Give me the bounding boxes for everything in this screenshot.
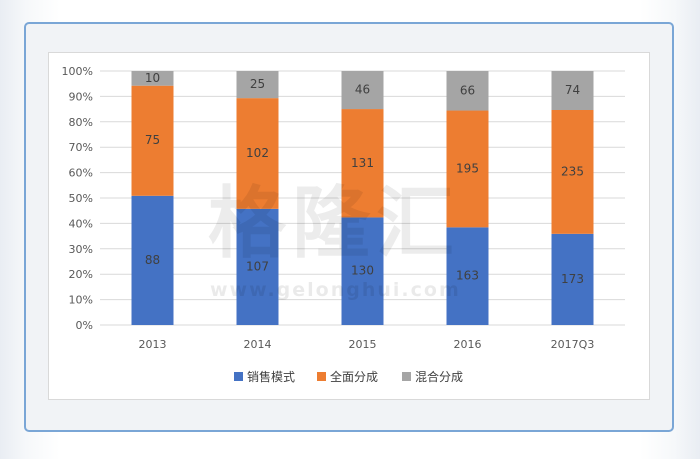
data-label: 66 <box>460 83 475 97</box>
data-label: 163 <box>456 269 479 283</box>
y-tick-label: 10% <box>69 294 93 307</box>
legend-label: 全面分成 <box>330 369 378 384</box>
y-tick-label: 60% <box>69 167 93 180</box>
data-label: 46 <box>355 83 370 97</box>
legend-swatch <box>402 372 411 381</box>
watermark-text: 格隆汇 <box>208 179 460 269</box>
bar-segment <box>236 208 279 325</box>
legend-label: 混合分成 <box>415 369 463 384</box>
x-tick-label: 2017Q3 <box>551 338 595 351</box>
y-tick-label: 0% <box>76 319 93 332</box>
y-axis-ticks: 0% 10% 20% 30% 40% 50% 60% 70% 80% 90% 100% <box>62 65 93 332</box>
watermark-url: www.gelonghui.com <box>210 279 461 301</box>
bar-segment <box>446 110 489 228</box>
data-label: 102 <box>246 146 269 160</box>
legend-swatch <box>317 372 326 381</box>
legend: 销售模式 全面分成 混合分成 <box>234 369 463 384</box>
data-label: 235 <box>561 164 584 178</box>
y-tick-label: 20% <box>69 268 93 281</box>
bar-segment <box>341 217 384 325</box>
y-tick-label: 100% <box>62 65 93 78</box>
y-tick-label: 50% <box>69 192 93 205</box>
data-label: 195 <box>456 161 479 175</box>
data-label: 75 <box>145 133 160 147</box>
bar-segment <box>551 71 594 110</box>
data-label: 131 <box>351 156 374 170</box>
data-labels: 88 75 10 107 102 25 130 131 46 163 195 66 173 235 74 <box>145 71 584 286</box>
bar-segment <box>446 71 489 111</box>
data-label: 130 <box>351 264 374 278</box>
bar-segment <box>551 233 594 325</box>
bar-segment <box>446 227 489 325</box>
bar-segment <box>131 195 174 325</box>
legend-label: 销售模式 <box>247 369 295 384</box>
data-label: 107 <box>246 259 269 273</box>
watermark: 格隆汇 www.gelonghui.com <box>208 179 461 301</box>
bar-segment <box>341 71 384 110</box>
y-tick-label: 30% <box>69 243 93 256</box>
data-label: 173 <box>561 272 584 286</box>
y-tick-label: 90% <box>69 90 93 103</box>
y-tick-label: 40% <box>69 217 93 230</box>
bar-segment <box>551 109 594 234</box>
data-label: 10 <box>145 71 160 85</box>
x-tick-label: 2015 <box>349 338 377 351</box>
data-label: 74 <box>565 83 580 97</box>
bar-segment <box>236 98 279 209</box>
bar-segment <box>131 71 174 86</box>
bar-segment <box>341 109 384 218</box>
y-tick-label: 70% <box>69 141 93 154</box>
x-tick-label: 2014 <box>244 338 272 351</box>
x-tick-label: 2013 <box>139 338 167 351</box>
bar-segment <box>131 85 174 196</box>
legend-swatch <box>234 372 243 381</box>
x-tick-label: 2016 <box>454 338 482 351</box>
data-label: 25 <box>250 77 265 91</box>
bar-segment <box>236 71 279 99</box>
y-tick-label: 80% <box>69 116 93 129</box>
x-axis-ticks: 2013 2014 2015 2016 2017Q3 <box>139 338 595 351</box>
data-label: 88 <box>145 253 160 267</box>
bars <box>131 71 594 325</box>
